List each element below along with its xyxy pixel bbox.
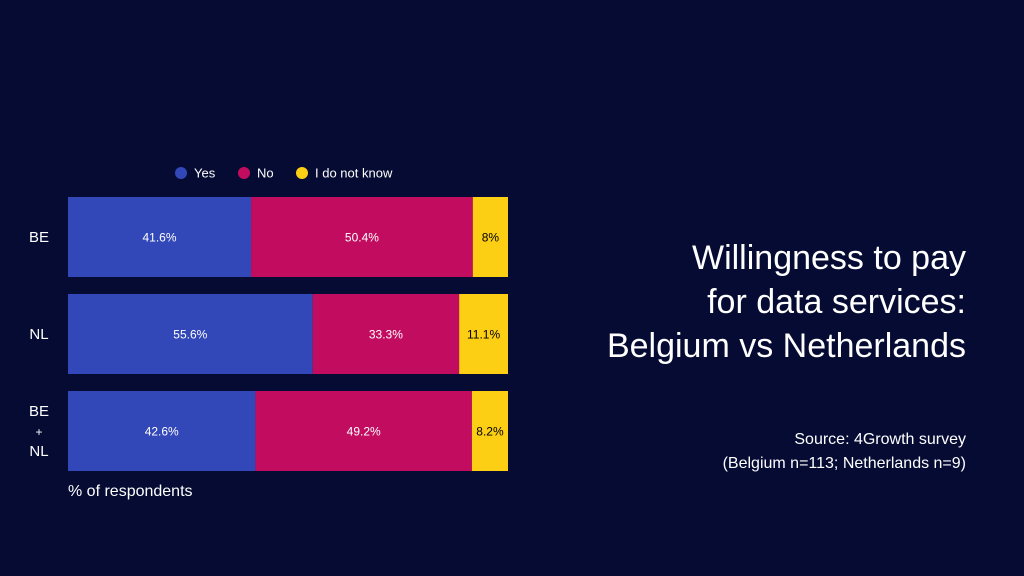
bar-segment-yes-0 [68,197,252,277]
data-label-no-0: 50.4% [345,231,379,245]
source-line-2: (Belgium n=113; Netherlands n=9) [722,455,966,472]
data-label-i-do-not-know-2: 8.2% [476,425,504,439]
chart-title: Willingness to pay for data services: Be… [506,236,966,368]
title-line-2: for data services: [707,283,966,321]
legend-label-yes: Yes [194,166,216,181]
bar-segment-no-1 [312,294,460,374]
bar-segment-i-do-not-know-1 [459,294,508,374]
data-label-yes-0: 41.6% [143,231,177,245]
legend-label-i-do-not-know: I do not know [315,166,393,181]
bar-segment-no-2 [255,391,472,471]
legend-label-no: No [257,166,274,181]
data-label-yes-2: 42.6% [145,425,179,439]
category-label-2: BE + NL [29,403,49,460]
data-label-i-do-not-know-1: 11.1% [467,328,500,342]
source-note: Source: 4Growth survey (Belgium n=113; N… [506,428,966,476]
data-label-no-2: 49.2% [347,425,381,439]
bar-segment-yes-1 [68,294,313,374]
x-axis-label: % of respondents [68,483,193,500]
bar-segment-no-0 [251,197,473,277]
legend-marker-yes [175,167,187,179]
source-line-1: Source: 4Growth survey [794,431,966,448]
legend-marker-no [238,167,250,179]
title-line-1: Willingness to pay [691,239,966,277]
category-label-1: NL [29,326,48,343]
title-line-3: Belgium vs Netherlands [606,327,966,365]
bar-segment-i-do-not-know-2 [471,391,508,471]
bar-segment-i-do-not-know-0 [472,197,508,277]
data-label-yes-1: 55.6% [173,328,207,342]
bar-segment-yes-2 [68,391,256,471]
data-label-no-1: 33.3% [369,328,403,342]
legend-marker-i-do-not-know [296,167,308,179]
category-label-0: BE [29,229,49,246]
data-label-i-do-not-know-0: 8% [482,231,500,245]
